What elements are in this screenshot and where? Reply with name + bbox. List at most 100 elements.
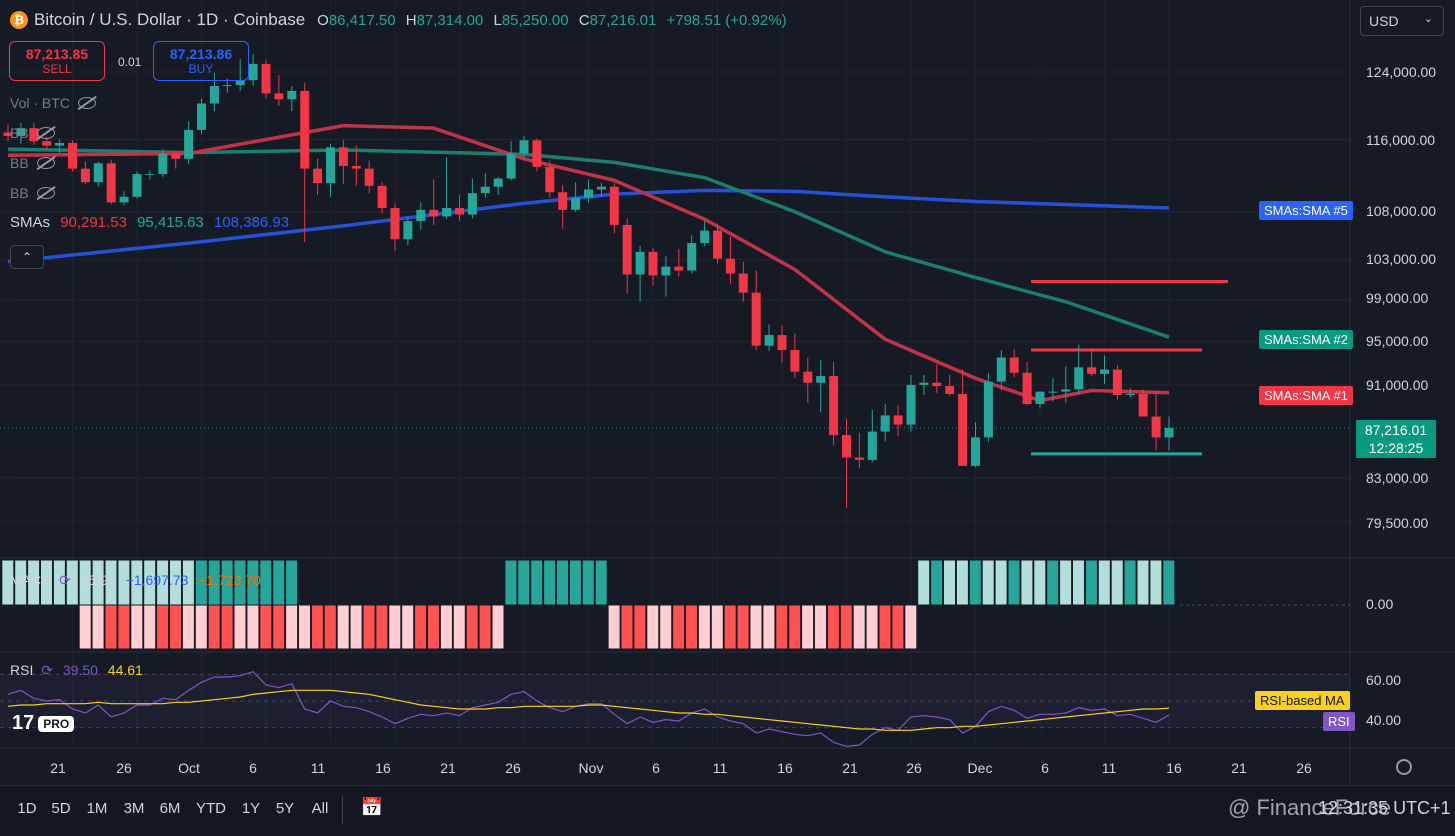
time-tick: 21: [1231, 760, 1247, 776]
sma1-value: 90,291.53: [60, 214, 127, 231]
symbol-title[interactable]: Bitcoin / U.S. Dollar · 1D · Coinbase: [34, 10, 306, 29]
candle-body: [609, 186, 619, 225]
currency-select[interactable]: USD ⌄: [1360, 6, 1444, 36]
price-tick: 103,000.00: [1366, 251, 1437, 267]
eye-hidden-icon[interactable]: [36, 127, 55, 139]
smas-legend[interactable]: SMAs 90,291.53 95,415.63 108,386.93: [10, 214, 289, 231]
range-all[interactable]: All: [311, 800, 329, 817]
macd-bar: [1046, 559, 1060, 606]
price-tick: 124,000.00: [1366, 64, 1437, 80]
macd-bar: [685, 604, 698, 650]
price-tick: 79,500.00: [1366, 515, 1429, 531]
time-tick: 6: [652, 760, 660, 776]
macd-bar: [826, 604, 840, 650]
symbol-header[interactable]: ₿ Bitcoin / U.S. Dollar · 1D · Coinbase …: [10, 10, 793, 30]
sma2-value: 95,415.63: [137, 214, 204, 231]
range-ytd[interactable]: YTD: [196, 800, 226, 817]
candle-body: [596, 186, 606, 190]
macd-bar: [130, 604, 144, 650]
range-1y[interactable]: 1Y: [241, 800, 261, 817]
macd-bar: [259, 604, 273, 650]
macd-bar: [272, 559, 286, 606]
bb-label: BB: [10, 125, 29, 141]
current-price: 87,216.01: [1364, 422, 1428, 438]
price-tick: 95,000.00: [1366, 333, 1429, 349]
macd-bar: [169, 604, 182, 650]
macd-bar: [1072, 559, 1085, 606]
macd-legend[interactable]: MACD ⟳ 25.97 −1,697.73 −1,723.70: [10, 572, 261, 589]
bb-indicator-3[interactable]: BB: [10, 185, 55, 201]
candle-body: [687, 243, 697, 271]
pane-separators: [0, 0, 1455, 785]
candle-body: [42, 141, 52, 146]
time-tick: 21: [842, 760, 858, 776]
rsi-pane: [0, 670, 1350, 747]
chevron-up-icon: ⌃: [21, 250, 33, 264]
sma5-tag: SMAs:SMA #5: [1259, 201, 1353, 220]
macd-bar: [943, 559, 956, 606]
buy-button[interactable]: 87,213.86 BUY: [153, 41, 249, 81]
candle-body: [545, 166, 555, 193]
macd-bar: [220, 604, 234, 650]
macd-bar: [439, 604, 453, 650]
candle-body: [635, 251, 645, 275]
macd-bar: [336, 604, 350, 650]
bb-indicator-1[interactable]: BB: [10, 125, 55, 141]
macd-bar: [310, 604, 324, 650]
rsi-ma-tag: RSI-based MA: [1255, 691, 1350, 710]
macd-bar: [801, 604, 815, 650]
candle-body: [80, 168, 90, 183]
candle-body: [1022, 372, 1032, 405]
sell-button[interactable]: 87,213.85 SELL: [9, 41, 105, 81]
target-icon[interactable]: [1396, 759, 1412, 775]
price-tick: 99,000.00: [1366, 290, 1429, 306]
macd-bar: [323, 604, 337, 650]
toolbar-divider: [342, 796, 343, 824]
candle-body: [932, 382, 942, 387]
candle-body: [364, 168, 374, 186]
volume-indicator[interactable]: Vol · BTC: [10, 95, 96, 111]
candlestick-series: [3, 54, 1174, 508]
candle-body: [919, 382, 929, 385]
eye-hidden-icon[interactable]: [77, 97, 96, 109]
range-5y[interactable]: 5Y: [275, 800, 295, 817]
macd-bar: [143, 604, 157, 650]
macd-bar: [736, 604, 750, 650]
rsi-legend[interactable]: RSI ⟳ 39.50 44.61: [10, 662, 143, 679]
tradingview-logo[interactable]: 17 PRO: [12, 712, 75, 735]
bb-indicator-2[interactable]: BB: [10, 155, 55, 171]
candle-body: [713, 230, 722, 259]
candle-body: [674, 266, 684, 271]
range-1d[interactable]: 1D: [17, 800, 37, 817]
open-key: O: [317, 11, 329, 29]
goto-date-icon[interactable]: 📅: [360, 797, 384, 817]
candle-body: [403, 221, 413, 240]
candle-body: [622, 224, 632, 275]
bb-label: BB: [10, 185, 29, 201]
candle-body: [958, 393, 968, 466]
macd-bar: [259, 559, 273, 606]
range-3m[interactable]: 3M: [123, 800, 145, 817]
range-1m[interactable]: 1M: [86, 800, 108, 817]
chart-canvas[interactable]: [0, 0, 1455, 785]
candle-body: [764, 335, 774, 346]
macd-bar: [427, 604, 440, 650]
collapse-legend-button[interactable]: ⌃: [10, 245, 44, 269]
loading-icon: ⟳: [59, 572, 71, 588]
macd-bar: [594, 559, 608, 606]
sma5-line: [7, 188, 1170, 264]
timezone-clock[interactable]: 12:31:35 UTC+1: [1318, 798, 1451, 818]
macd-bar: [1110, 559, 1124, 606]
range-6m[interactable]: 6M: [159, 800, 181, 817]
candle-body: [145, 174, 155, 176]
eye-hidden-icon[interactable]: [36, 157, 55, 169]
buy-price: 87,213.86: [169, 46, 233, 62]
candle-body: [571, 197, 581, 210]
candle-body: [983, 381, 993, 438]
macd-bar: [839, 604, 853, 650]
range-5d[interactable]: 5D: [51, 800, 71, 817]
eye-hidden-icon[interactable]: [36, 187, 55, 199]
candle-body: [261, 63, 271, 94]
candle-body: [945, 386, 955, 394]
candle-body: [893, 415, 903, 425]
